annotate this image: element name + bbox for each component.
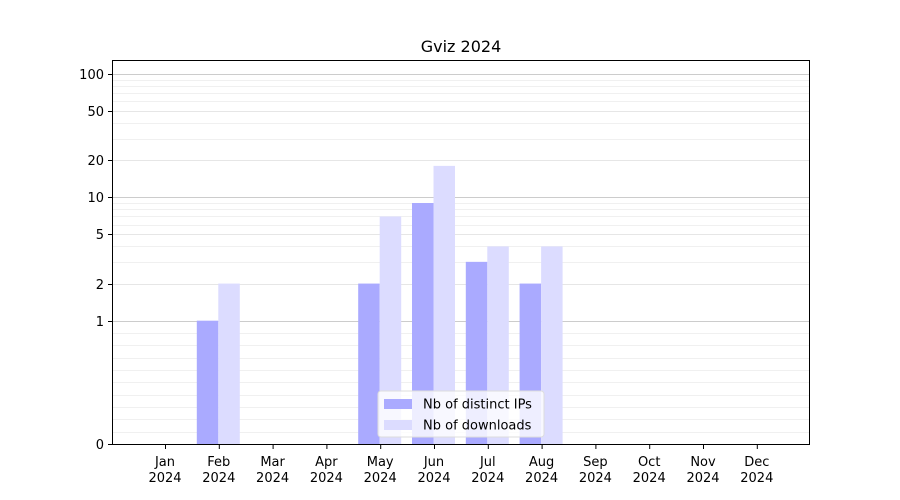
- bar-distinct-ips: [358, 283, 380, 444]
- bar-distinct-ips: [196, 320, 219, 444]
- bar-distinct-ips: [412, 203, 434, 444]
- legend-swatch: [384, 399, 412, 409]
- x-tick-label: Nov 2024: [686, 455, 719, 486]
- y-tick-label: 20: [87, 154, 104, 169]
- y-axis: 0 1 2 5 10 20 50 100: [79, 68, 112, 453]
- x-tick-label: Sep 2024: [579, 455, 612, 486]
- legend-label: Nb of downloads: [423, 419, 532, 434]
- x-tick-label: Feb 2024: [202, 455, 235, 486]
- x-tick-label: Jul 2024: [471, 455, 504, 486]
- y-tick-label: 2: [96, 278, 104, 293]
- y-tick-label: 0: [96, 438, 104, 453]
- bar-downloads: [541, 246, 563, 444]
- x-tick-label: Jan 2024: [148, 455, 181, 486]
- y-tick-label: 5: [96, 228, 104, 243]
- x-tick-label: Jun 2024: [417, 455, 450, 486]
- legend-label: Nb of distinct IPs: [423, 398, 532, 413]
- y-tick-label: 10: [87, 191, 104, 206]
- x-tick-label: Dec 2024: [740, 455, 773, 486]
- legend-box: [377, 390, 545, 438]
- bar-downloads: [433, 165, 455, 444]
- legend-swatch: [384, 420, 412, 430]
- x-tick-label: Aug 2024: [525, 455, 558, 486]
- legend: Nb of distinct IPs Nb of downloads: [377, 390, 545, 438]
- x-axis: Jan 2024 Feb 2024 Mar 2024 Apr 2024 May 2024 Jun 20…: [148, 445, 773, 486]
- x-tick-label: Mar 2024: [256, 455, 289, 486]
- plot-frame: [112, 60, 810, 445]
- bar-downloads: [379, 216, 402, 444]
- y-tick-label: 100: [79, 68, 104, 83]
- y-tick-label: 1: [96, 315, 104, 330]
- chart-title: Gviz 2024: [421, 37, 502, 56]
- bar-downloads: [218, 283, 240, 444]
- x-tick-label: May 2024: [364, 455, 397, 486]
- y-tick-label: 50: [87, 105, 104, 120]
- x-tick-label: Apr 2024: [310, 455, 343, 486]
- x-tick-label: Oct 2024: [633, 455, 666, 486]
